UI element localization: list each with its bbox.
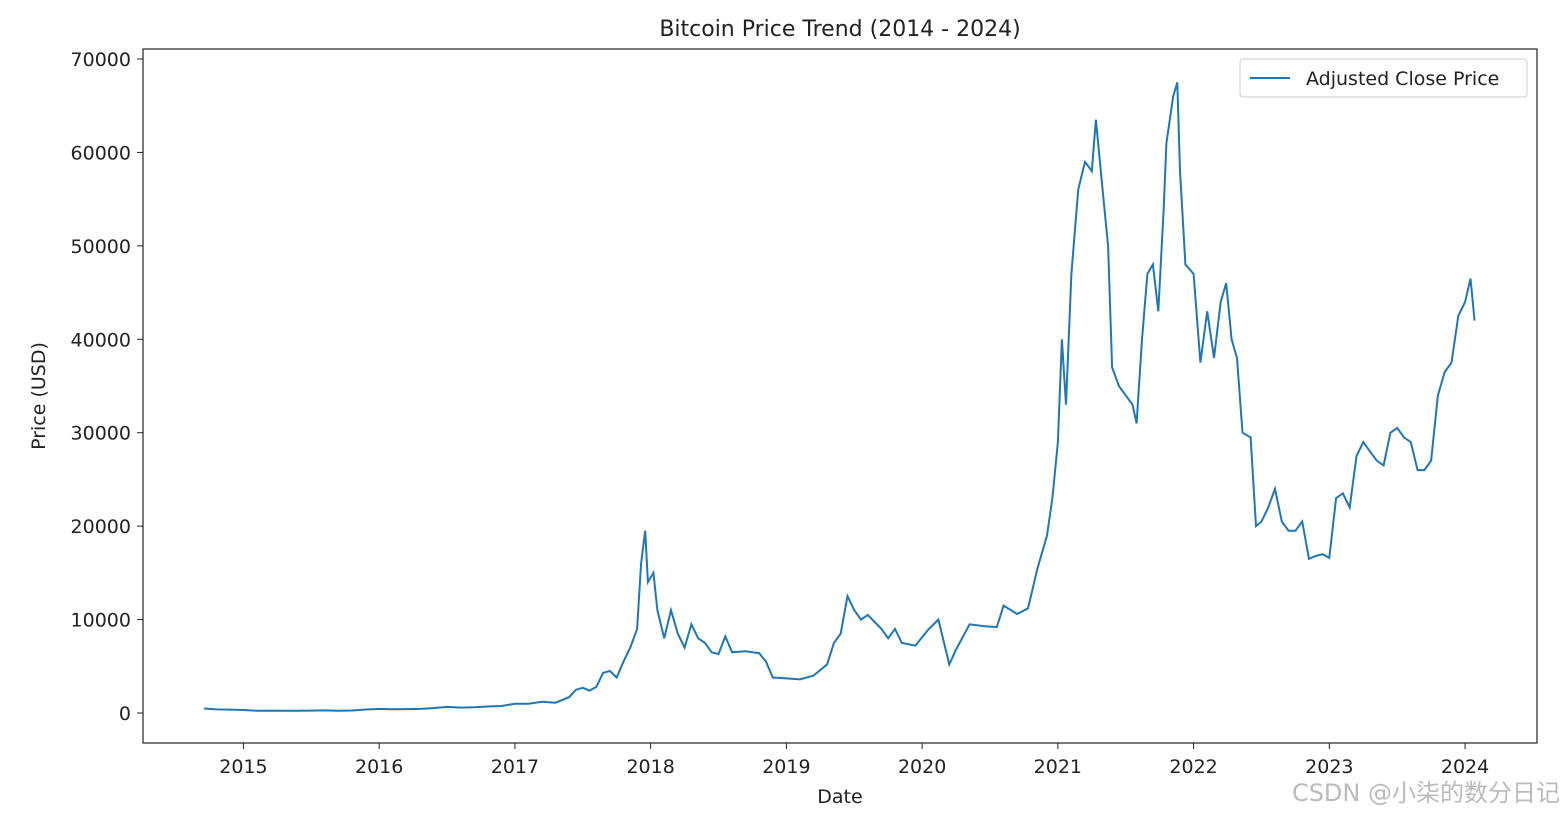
- y-axis-label: Price (USD): [28, 342, 50, 450]
- x-tick-label: 2019: [762, 756, 810, 778]
- x-tick-label: 2023: [1305, 756, 1353, 778]
- x-axis-label: Date: [817, 786, 862, 808]
- y-tick-label: 40000: [71, 329, 131, 351]
- x-tick-label: 2024: [1441, 756, 1489, 778]
- y-tick-label: 50000: [71, 236, 131, 258]
- legend-box: [1239, 58, 1528, 98]
- legend-label: Adjusted Close Price: [1306, 68, 1499, 90]
- y-tick-label: 70000: [71, 49, 131, 71]
- y-tick-label: 30000: [71, 423, 131, 445]
- x-tick-label: 2015: [219, 756, 267, 778]
- x-tick-label: 2017: [491, 756, 539, 778]
- data-line: [204, 82, 1476, 712]
- y-tick-label: 60000: [71, 142, 131, 164]
- y-tick-label: 20000: [71, 516, 131, 538]
- x-tick-label: 2020: [898, 756, 946, 778]
- x-tick-label: 2018: [626, 756, 674, 778]
- x-tick-label: 2021: [1034, 756, 1082, 778]
- x-tick-label: 2016: [355, 756, 403, 778]
- y-tick-label: 10000: [71, 610, 131, 632]
- watermark: CSDN @小柒的数分日记: [1292, 779, 1560, 807]
- x-tick-label: 2022: [1169, 756, 1217, 778]
- y-tick-label: 0: [119, 703, 131, 725]
- axes-frame: [142, 48, 1538, 744]
- chart-title: Bitcoin Price Trend (2014 - 2024): [659, 17, 1020, 42]
